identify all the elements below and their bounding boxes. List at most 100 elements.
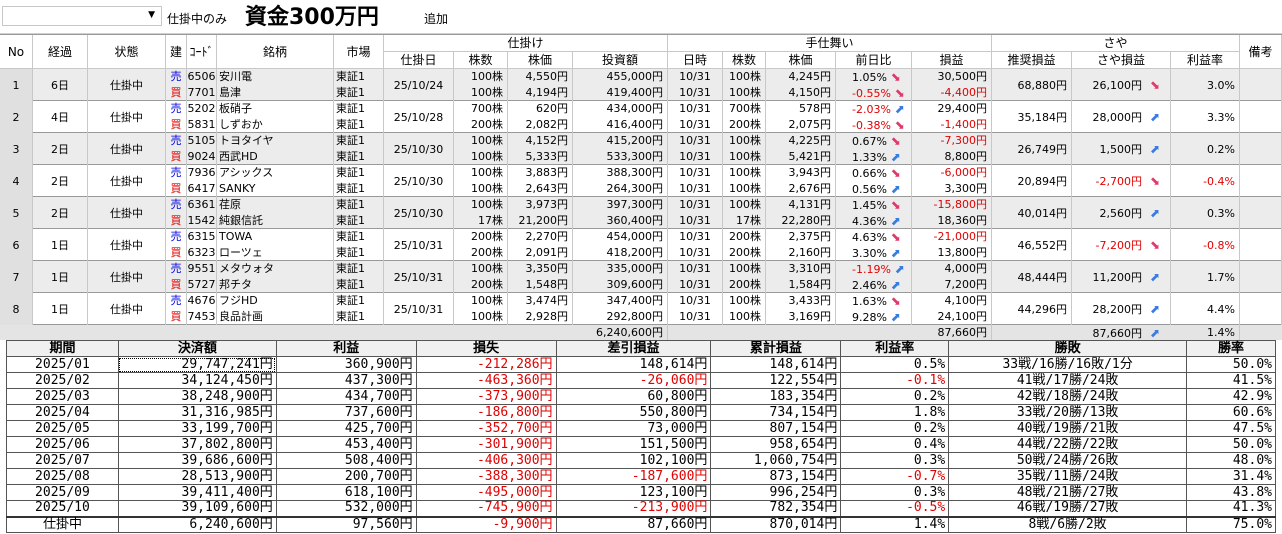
filter-label[interactable]: 仕掛中のみ <box>167 12 228 26</box>
close-price: 2,160円 <box>788 246 832 259</box>
summary-cell: 46戦/19勝/27敗 <box>948 500 1188 517</box>
pl-value: 13,800円 <box>937 246 988 259</box>
change-value: -0.38% ⬊ <box>836 117 911 133</box>
col-side: 建 <box>166 35 187 69</box>
change-cell: 1.45% ⬊ 4.36% ⬈ <box>836 197 912 229</box>
close-price: 22,280円 <box>781 214 832 227</box>
col-pl: 損益 <box>912 52 992 69</box>
close-price: 3,169円 <box>788 310 832 323</box>
col-price: 株価 <box>508 52 573 69</box>
summary-cell: 42戦/18勝/24敗 <box>948 388 1188 405</box>
change-value: 2.46% ⬈ <box>836 277 911 293</box>
invest: 292,800円 <box>606 310 664 323</box>
pl-value: 24,100円 <box>937 310 988 323</box>
close-date: 10/31 <box>679 70 711 83</box>
close-shares: 200株 <box>729 278 761 291</box>
row-number: 4 <box>0 165 33 197</box>
change-cell: 0.67% ⬊ 1.33% ⬈ <box>836 133 912 165</box>
status-text: 仕掛中 <box>88 101 166 133</box>
table-row[interactable]: 7 1日 仕掛中売買 9551 5727 メタウォタ 邦チタ 東証1 東証1 25/10/31 10… <box>0 261 1282 293</box>
pl-cell: 30,500円 -4,400円 <box>912 69 992 101</box>
summary-cell: -0.1% <box>840 372 950 389</box>
table-row[interactable]: 2 4日 仕掛中売買 5202 5831 板硝子 しずおか 東証1 東証1 25/10/28 700… <box>0 101 1282 133</box>
stock-name: 西武HD <box>219 150 258 163</box>
shares: 100株 <box>471 134 503 147</box>
market-cell: 東証1 東証1 <box>334 165 384 197</box>
close-shares: 700株 <box>729 102 761 115</box>
add-button[interactable]: 追加 <box>424 12 449 26</box>
close-price: 4,225円 <box>788 134 832 147</box>
summary-cell: 28,513,900円 <box>117 468 277 485</box>
chevron-down-icon[interactable]: ▼ <box>148 10 155 20</box>
shares: 200株 <box>471 246 503 259</box>
close-date-cell: 10/31 10/31 <box>668 197 723 229</box>
trend-up-icon: ⬈ <box>886 214 901 228</box>
table-row[interactable]: 6 1日 仕掛中売買 6315 6323 TOWA ローツェ 東証1 東証1 25/10/31 20… <box>0 229 1282 261</box>
trend-down-icon: ⬊ <box>890 86 905 100</box>
trend-up-icon: ⬈ <box>1150 270 1161 284</box>
table-row[interactable]: 4 2日 仕掛中売買 7936 6417 アシックス SANKY 東証1 東証1 25/10/30… <box>0 165 1282 197</box>
invest: 347,400円 <box>606 294 664 307</box>
trend-down-icon: ⬊ <box>890 118 905 132</box>
summary-cell: 41.5% <box>1186 372 1276 389</box>
side-buy: 買 <box>170 310 182 323</box>
summary-cell: 97,560円 <box>275 515 417 533</box>
shares: 200株 <box>471 230 503 243</box>
summary-cell: 60,800円 <box>555 388 712 405</box>
filter-dropdown[interactable]: ▼ <box>2 6 162 26</box>
market: 東証1 <box>336 134 365 147</box>
summary-cell: 148,614円 <box>710 356 842 373</box>
price-cell: 3,350円 1,548円 <box>508 261 573 293</box>
stock-code: 5831 <box>187 118 216 131</box>
spread-pl-cell: 11,200円 ⬈ <box>1072 261 1171 293</box>
close-price: 578円 <box>799 102 831 115</box>
stock-code: 6417 <box>187 182 216 195</box>
trend-down-icon: ⬊ <box>886 134 901 148</box>
change-value: -1.19% ⬈ <box>836 261 911 277</box>
name-cell: アシックス SANKY <box>217 165 334 197</box>
code-cell: 6315 6323 <box>187 229 217 261</box>
col-recommended: 推奨損益 <box>992 52 1072 69</box>
table-row[interactable]: 1 6日 仕掛中売買 6506 7701 安川電 島津 東証1 東証1 25/10/24 100株 1… <box>0 69 1282 101</box>
table-row[interactable]: 3 2日 仕掛中売買 5105 9024 トヨタイヤ 西武HD 東証1 東証1 25/10/30 1… <box>0 133 1282 165</box>
pl-cell: -21,000円 13,800円 <box>912 229 992 261</box>
close-shares: 100株 <box>729 294 761 307</box>
remarks <box>1240 197 1282 229</box>
trend-up-icon: ⬈ <box>890 102 905 116</box>
summary-cell: 37,802,800円 <box>117 436 277 453</box>
stock-name: 島津 <box>219 86 241 99</box>
close-date: 10/31 <box>679 310 711 323</box>
close-price-cell: 4,225円 5,421円 <box>766 133 836 165</box>
price: 2,270円 <box>525 230 569 243</box>
pl-value: 30,500円 <box>937 70 988 83</box>
shares: 100株 <box>471 70 503 83</box>
group-spread: さや <box>992 35 1240 52</box>
trend-up-icon: ⬈ <box>1150 110 1161 124</box>
status-text: 仕掛中 <box>88 229 166 261</box>
summary-cell: 33,199,700円 <box>117 420 277 437</box>
close-shares: 200株 <box>729 246 761 259</box>
stock-code: 7453 <box>187 310 216 323</box>
pl-value: -15,800円 <box>933 198 987 211</box>
summary-cell: 434,700円 <box>275 388 417 405</box>
summary-cell: 48戦/21勝/27敗 <box>948 484 1188 501</box>
table-row[interactable]: 8 1日 仕掛中売買 4676 7453 フジHD 良品計画 東証1 東証1 25/10/31 10… <box>0 293 1282 325</box>
stock-code: 7936 <box>187 166 216 179</box>
summary-cell: -388,300円 <box>415 468 557 485</box>
side-sell: 売 <box>170 198 182 211</box>
price-cell: 3,973円 21,200円 <box>508 197 573 229</box>
market-cell: 東証1 東証1 <box>334 293 384 325</box>
summary-cell: 33戦/20勝/13敗 <box>948 404 1188 421</box>
summary-cell: -26,060円 <box>555 372 712 389</box>
summary-cell: 123,100円 <box>555 484 712 501</box>
summary-header: 期間 <box>6 340 119 357</box>
close-price: 4,150円 <box>788 86 832 99</box>
summary-cell: -187,600円 <box>555 468 712 485</box>
close-date: 10/31 <box>679 134 711 147</box>
table-row[interactable]: 5 2日 仕掛中売買 6361 1542 荏原 純銀信託 東証1 東証1 25/10/30 100株… <box>0 197 1282 229</box>
trend-up-icon: ⬈ <box>890 262 905 276</box>
spread-pl: 28,000円 <box>1092 111 1143 124</box>
close-shares: 100株 <box>729 150 761 163</box>
close-date: 10/31 <box>679 246 711 259</box>
code-cell: 6361 1542 <box>187 197 217 229</box>
